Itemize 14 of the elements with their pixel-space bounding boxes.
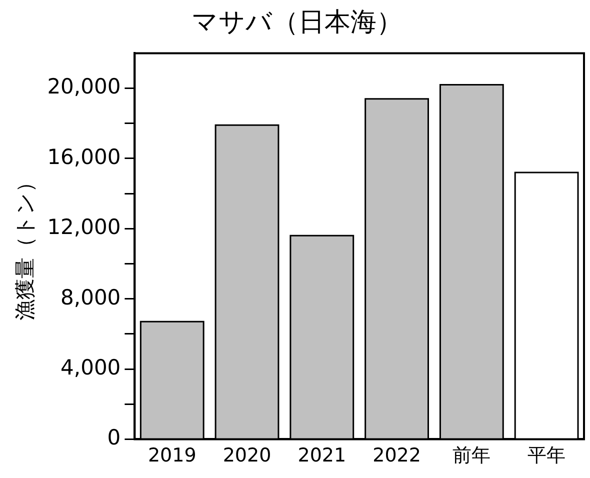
x-tick-label: 2020 (222, 444, 272, 467)
y-tick-label: 12,000 (47, 215, 121, 240)
y-tick-label: 20,000 (47, 74, 121, 99)
x-tick-label: 2019 (148, 444, 196, 467)
x-tick-label: 前年 (452, 444, 491, 467)
y-tick-label: 8,000 (60, 285, 121, 310)
chart-title: マサバ（日本海） (192, 7, 402, 38)
y-axis-title: 漁獲量（トン） (13, 172, 38, 321)
x-tick-label: 2022 (372, 444, 421, 467)
x-tick-label: 平年 (528, 444, 566, 467)
y-tick-label: 4,000 (60, 355, 121, 380)
y-tick-label: 16,000 (47, 144, 121, 169)
x-tick-label: 2021 (298, 444, 346, 467)
y-tick-label: 0 (107, 426, 121, 450)
